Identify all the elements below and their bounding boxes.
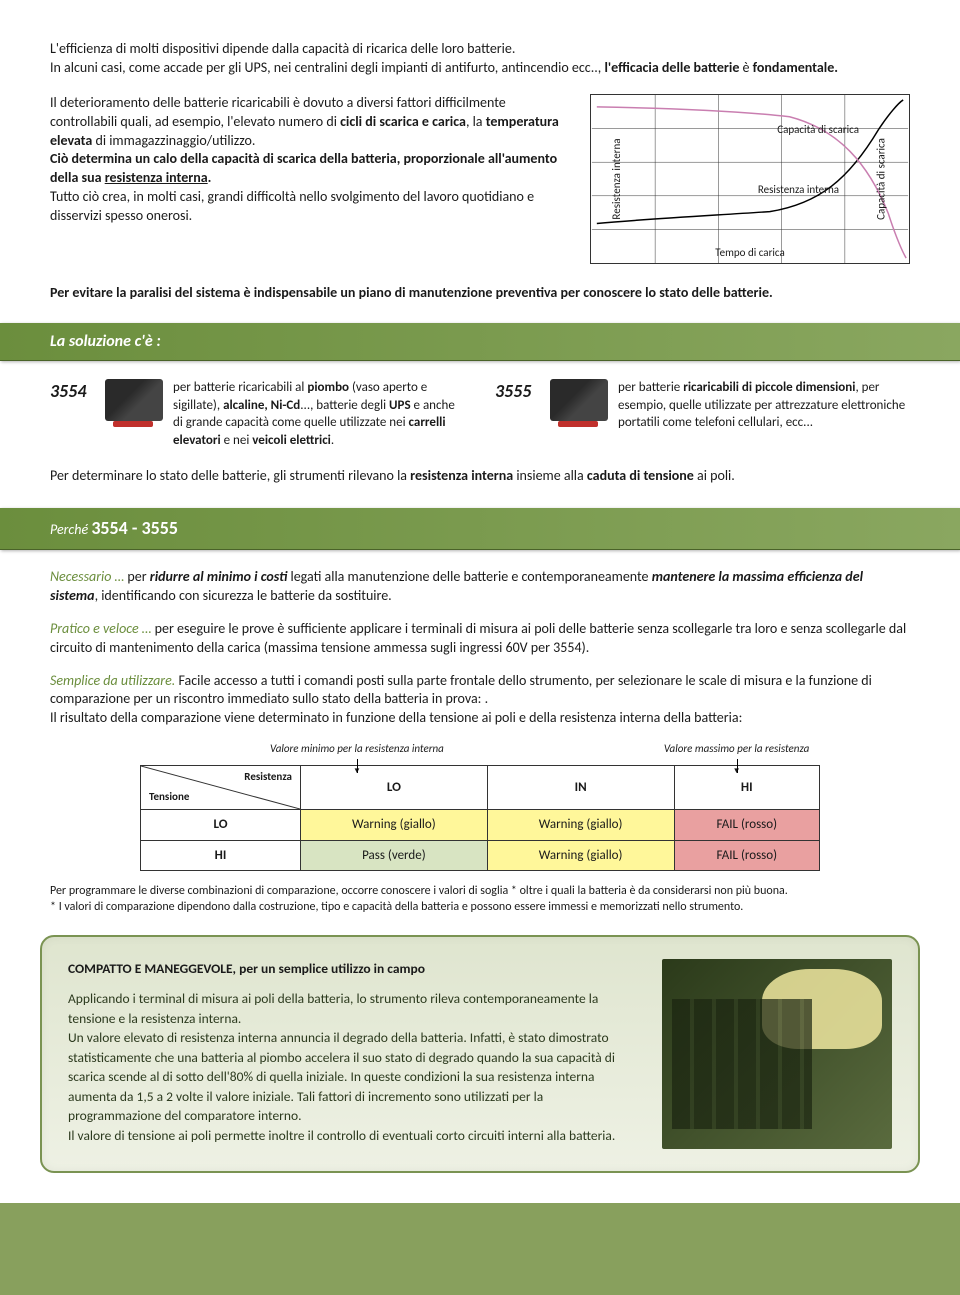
chart-x-axis: Tempo di carica (715, 246, 785, 261)
body-paragraph: Ciò determina un calo della capacità di … (50, 150, 570, 188)
summary-line: Per determinare lo stato delle batterie,… (50, 467, 910, 486)
text: , la (466, 113, 486, 130)
intro-line-1: L'efficienza di molti dispositivi dipend… (50, 40, 910, 59)
bold: resistenza interna (410, 467, 513, 484)
product-image-icon (550, 379, 608, 421)
text: per batterie (618, 380, 683, 395)
table-notes: Per programmare le diverse combinazioni … (50, 883, 910, 915)
body-paragraph: Il deterioramento delle batterie ricaric… (50, 94, 570, 151)
table-col-header: LO (301, 766, 488, 810)
note-line: * I valori di comparazione dipendono dal… (50, 899, 910, 915)
chart-y-axis-right: Capacità di scarica (875, 138, 890, 220)
chart-legend-resistance: Resistenza interna (758, 183, 839, 198)
text: legati alla manutenzione delle batterie … (287, 568, 651, 585)
underline: resistenza interna (105, 169, 208, 186)
note-line: Per programmare le diverse combinazioni … (50, 883, 910, 899)
chart-svg (591, 95, 909, 263)
bold: caduta di tensione (587, 467, 694, 484)
callout-paragraph: Applicando i terminal di misura ai poli … (68, 989, 638, 1028)
table-cell: Pass (verde) (301, 840, 488, 871)
comparison-table: Resistenza Tensione LO IN HI LO Warning … (140, 765, 820, 871)
text: . (331, 433, 334, 448)
threshold-max: Valore massimo per la resistenza (664, 742, 809, 757)
product-3555: 3555 per batterie ricaricabili di piccol… (495, 379, 910, 449)
intro-line-2: In alcuni casi, come accade per gli UPS,… (50, 59, 910, 78)
why-pratico: Pratico e veloce … per eseguire le prove… (50, 620, 910, 658)
table-cell: Warning (giallo) (487, 840, 674, 871)
bold: UPS (389, 398, 411, 413)
callout-paragraph: Il valore di tensione ai poli permette i… (68, 1126, 638, 1146)
callout-title: COMPATTO E MANEGGEVOLE, per un semplice … (68, 959, 638, 979)
text: Il risultato della comparazione viene de… (50, 709, 742, 726)
bold: veicoli elettrici (252, 433, 331, 448)
text: e nei (221, 433, 253, 448)
product-3554: 3554 per batterie ricaricabili al piombo… (50, 379, 465, 449)
why-section-header: Perché 3554 - 3555 (0, 508, 960, 550)
bold-italic: ridurre al minimo i costi (150, 568, 288, 585)
intro-block: L'efficienza di molti dispositivi dipend… (50, 40, 910, 78)
body-paragraph: Tutto ciò crea, in molti casi, grandi di… (50, 188, 570, 226)
text: ..., batterie degli (300, 398, 389, 413)
degradation-chart: Resistenza interna Capacità di scarica C… (590, 94, 910, 264)
table-col-header: HI (674, 766, 819, 810)
header-big: 3554 - 3555 (91, 517, 178, 539)
products-row: 3554 per batterie ricaricabili al piombo… (50, 379, 910, 449)
table-header-row: Resistenza Tensione LO IN HI (141, 766, 820, 810)
deterioration-text: Il deterioramento delle batterie ricaric… (50, 94, 570, 264)
table-row-header: LO (141, 810, 301, 841)
callout-box: COMPATTO E MANEGGEVOLE, per un semplice … (40, 935, 920, 1173)
text: , identificando con sicurezza le batteri… (95, 587, 392, 604)
table-row: LO Warning (giallo) Warning (giallo) FAI… (141, 810, 820, 841)
bold: cicli di scarica e carica (340, 113, 466, 130)
table-row-header: HI (141, 840, 301, 871)
callout-paragraph: Un valore elevato di resistenza interna … (68, 1028, 638, 1126)
product-number: 3555 (495, 379, 540, 449)
table-cell: FAIL (rosso) (674, 840, 819, 871)
text: per eseguire le prove è sufficiente appl… (50, 620, 906, 656)
bold: piombo (307, 380, 349, 395)
solution-section-header: La soluzione c'è : (0, 323, 960, 362)
prevention-statement: Per evitare la paralisi del sistema è in… (50, 284, 910, 303)
intro-bold: fondamentale. (753, 59, 838, 76)
chart-legend-capacity: Capacità di scarica (777, 123, 859, 138)
bold: alcaline, Ni-Cd (223, 398, 300, 413)
threshold-labels: Valore minimo per la resistenza interna … (270, 742, 910, 757)
why-necessario: Necessario … per ridurre al minimo i cos… (50, 568, 910, 606)
intro-text: è (739, 59, 752, 76)
text: Per determinare lo stato delle batterie,… (50, 467, 410, 484)
diag-label-bottom: Tensione (149, 790, 189, 805)
text: di immagazzinaggio/utilizzo. (92, 132, 255, 149)
why-semplice: Semplice da utilizzare. Facile accesso a… (50, 672, 910, 729)
table-row: HI Pass (verde) Warning (giallo) FAIL (r… (141, 840, 820, 871)
table-col-header: IN (487, 766, 674, 810)
diagonal-header-cell: Resistenza Tensione (141, 766, 301, 810)
text: insieme alla (513, 467, 587, 484)
text: per batterie ricaricabili al (173, 380, 307, 395)
table-cell: Warning (giallo) (301, 810, 488, 841)
chart-y-axis-left: Resistenza interna (610, 138, 625, 219)
callout-image-icon (662, 959, 892, 1149)
diag-label-top: Resistenza (244, 770, 292, 785)
header-small: Perché (50, 521, 91, 538)
text: ai poli. (694, 467, 735, 484)
product-description: per batterie ricaricabili al piombo (vas… (173, 379, 465, 449)
green-label: Pratico e veloce … (50, 620, 155, 637)
product-number: 3554 (50, 379, 95, 449)
table-cell: Warning (giallo) (487, 810, 674, 841)
intro-bold: l'efficacia delle batterie (604, 59, 739, 76)
deterioration-row: Il deterioramento delle batterie ricaric… (50, 94, 910, 264)
table-cell: FAIL (rosso) (674, 810, 819, 841)
document-page: L'efficienza di molti dispositivi dipend… (0, 0, 960, 1203)
text: per (127, 568, 149, 585)
product-description: per batterie ricaricabili di piccole dim… (618, 379, 910, 449)
threshold-min: Valore minimo per la resistenza interna (270, 742, 444, 757)
green-label: Necessario … (50, 568, 127, 585)
green-label: Semplice da utilizzare. (50, 672, 178, 689)
intro-text: In alcuni casi, come accade per gli UPS,… (50, 59, 601, 76)
product-image-icon (105, 379, 163, 421)
callout-text: COMPATTO E MANEGGEVOLE, per un semplice … (68, 959, 638, 1149)
bold: ricaricabili di piccole dimensioni (683, 380, 855, 395)
